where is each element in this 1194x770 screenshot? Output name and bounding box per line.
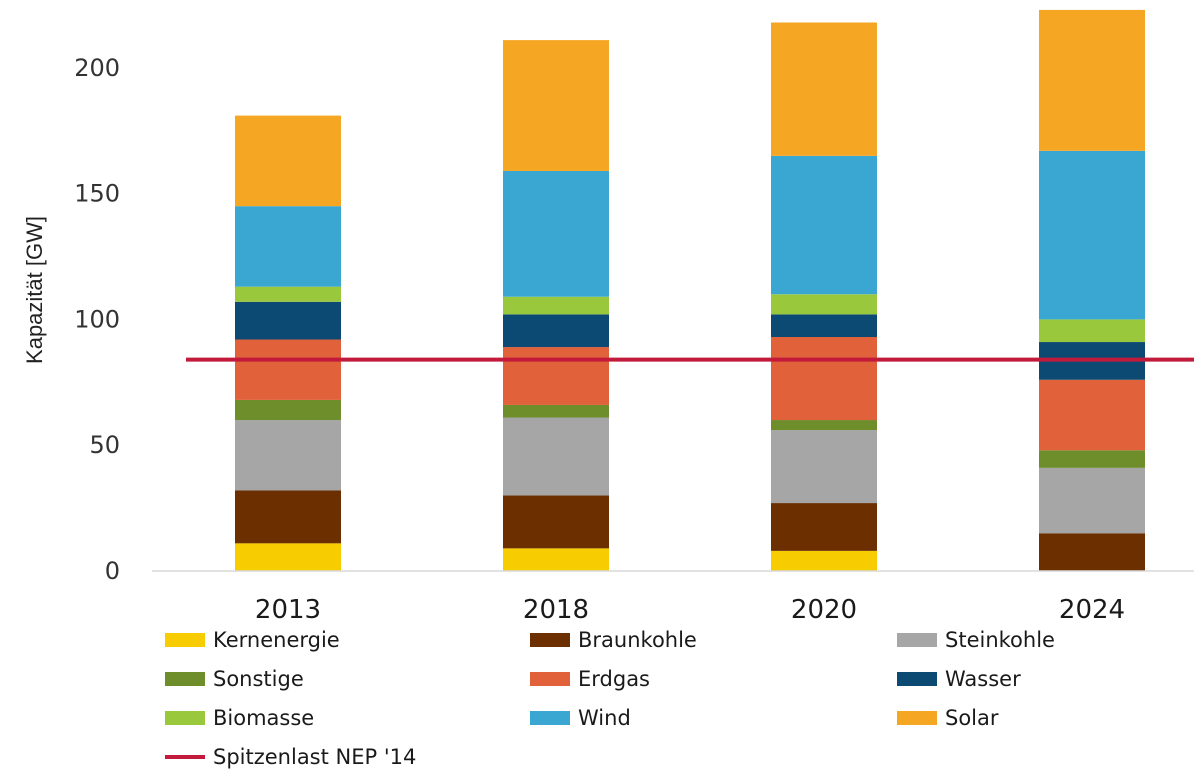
legend-label: Braunkohle [578, 628, 697, 652]
bar-segment [771, 430, 877, 504]
bar-segment [771, 420, 877, 431]
legend-swatch [897, 672, 937, 686]
bars [235, 9, 1145, 571]
bar-segment [503, 417, 609, 496]
legend-swatch [897, 711, 937, 725]
bar-segment [771, 155, 877, 295]
bar-segment [1039, 150, 1145, 320]
bar-segment [235, 490, 341, 544]
legend-swatch [530, 711, 570, 725]
bar-segment [1039, 379, 1145, 451]
y-tick-label: 0 [105, 557, 120, 585]
bar-segment [771, 22, 877, 156]
bar-segment [1039, 319, 1145, 343]
bar-segment [235, 399, 341, 421]
y-tick-label: 150 [74, 180, 120, 208]
legend-label: Spitzenlast NEP '14 [213, 745, 416, 769]
bar-segment [503, 495, 609, 549]
bar-segment [771, 503, 877, 551]
bar-segment [235, 286, 341, 302]
legend-label: Steinkohle [945, 628, 1055, 652]
x-tick-label: 2013 [255, 595, 321, 625]
bar-segment [235, 420, 341, 491]
legend-swatch [530, 672, 570, 686]
y-tick-label: 50 [89, 431, 120, 459]
bar-segment [771, 314, 877, 338]
bar-segment [771, 550, 877, 571]
bar-segment [503, 404, 609, 418]
bar-segment [1039, 9, 1145, 151]
bar-segment [503, 347, 609, 405]
legend-swatch [897, 633, 937, 647]
legend: Kernenergie Braunkohle Steinkohle Sonstige E… [165, 628, 1055, 769]
legend-label: Erdgas [578, 667, 650, 691]
y-axis-ticks: 0 50 100 150 200 [74, 54, 120, 585]
legend-label: Wind [578, 706, 631, 730]
x-tick-label: 2020 [791, 595, 857, 625]
bar-segment [1039, 533, 1145, 571]
y-tick-label: 100 [74, 305, 120, 333]
legend-label: Sonstige [213, 667, 304, 691]
bar-segment [771, 294, 877, 315]
legend-label: Kernenergie [213, 628, 340, 652]
bar-segment [235, 543, 341, 571]
y-tick-label: 200 [74, 54, 120, 82]
x-tick-label: 2024 [1059, 595, 1125, 625]
bar-segment [503, 548, 609, 571]
legend-swatch [165, 672, 205, 686]
bar-segment [503, 170, 609, 297]
legend-swatch [165, 633, 205, 647]
legend-label: Solar [945, 706, 999, 730]
bar-segment [503, 40, 609, 171]
legend-swatch [165, 711, 205, 725]
y-axis-label: Kapazität [GW] [22, 216, 47, 364]
bar-segment [1039, 450, 1145, 468]
legend-swatch [530, 633, 570, 647]
legend-label: Biomasse [213, 706, 314, 730]
x-axis-categories: 2013 2018 2020 2024 [255, 595, 1125, 625]
bar-segment [503, 296, 609, 315]
legend-label: Wasser [945, 667, 1021, 691]
bar-segment [503, 314, 609, 348]
bar-segment [235, 206, 341, 287]
x-tick-label: 2018 [523, 595, 589, 625]
bar-segment [1039, 467, 1145, 534]
bar-segment [235, 115, 341, 207]
bar-segment [771, 337, 877, 421]
bar-segment [235, 339, 341, 400]
bar-segment [235, 301, 341, 340]
